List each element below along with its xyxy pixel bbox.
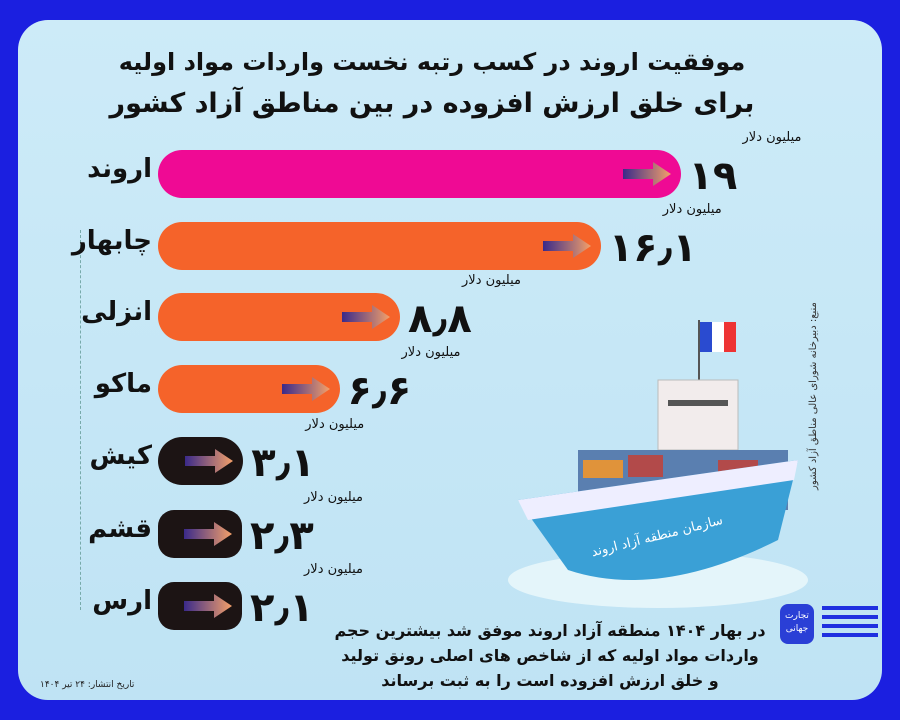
summary-line: واردات مواد اولیه که از شاخص های اصلی رو… bbox=[341, 646, 759, 665]
bar bbox=[158, 150, 681, 198]
title-line-1: موفقیت اروند در کسب رتبه نخست واردات موا… bbox=[118, 48, 746, 76]
unit-label: میلیون دلار bbox=[304, 490, 363, 505]
arrow-right-icon bbox=[184, 594, 232, 618]
region-name: ارس bbox=[92, 586, 152, 616]
region-name: کیش bbox=[89, 441, 153, 471]
bar-row: قشم ۲٫۳ میلیون دلار bbox=[18, 490, 882, 560]
unit-label: میلیون دلار bbox=[462, 273, 521, 288]
summary-text: در بهار ۱۴۰۴ منطقه آزاد اروند موفق شد بی… bbox=[330, 618, 770, 693]
bar-row: کیش ۳٫۱ میلیون دلار bbox=[18, 417, 882, 487]
region-name: انزلی bbox=[81, 297, 152, 327]
cargo-ship-illustration: سازمان منطقه آزاد اروند bbox=[508, 320, 808, 608]
region-name: قشم bbox=[88, 514, 152, 544]
region-name: چابهار bbox=[71, 226, 152, 256]
bar bbox=[158, 222, 601, 270]
unit-label: میلیون دلار bbox=[305, 417, 365, 432]
decorative-stripes bbox=[822, 606, 878, 646]
unit-label: میلیون دلار bbox=[401, 345, 461, 360]
arrow-right-icon bbox=[185, 449, 234, 473]
unit-label: میلیون دلار bbox=[304, 562, 363, 577]
unit-label: میلیون دلار bbox=[742, 130, 802, 145]
bar bbox=[158, 582, 242, 630]
bar bbox=[158, 510, 242, 558]
bar-row: ارس ۲٫۱ میلیون دلار bbox=[18, 562, 882, 632]
source-note: منبع: دبیرخانه شورای عالی مناطق آزاد کشو… bbox=[808, 302, 819, 490]
value-label: ۳٫۱ bbox=[251, 440, 317, 486]
region-name: ماکو bbox=[94, 369, 152, 399]
arrow-right-icon bbox=[622, 162, 671, 186]
value-label: ۱۹ bbox=[688, 153, 740, 199]
bar-row: اروند ۱۹ میلیون دلار bbox=[18, 130, 882, 200]
value-label: ۸٫۸ bbox=[408, 296, 474, 342]
unit-label: میلیون دلار bbox=[662, 202, 722, 217]
arrow-right-icon bbox=[281, 377, 330, 401]
region-name: اروند bbox=[87, 154, 152, 184]
arrow-right-icon bbox=[542, 234, 591, 258]
bar bbox=[158, 437, 244, 485]
bar bbox=[158, 365, 340, 413]
summary-line: در بهار ۱۴۰۴ منطقه آزاد اروند موفق شد بی… bbox=[334, 621, 766, 640]
divider bbox=[80, 230, 81, 610]
value-label: ۲٫۱ bbox=[250, 585, 316, 631]
infographic-card: موفقیت اروند در کسب رتبه نخست واردات موا… bbox=[18, 20, 882, 700]
arrow-right-icon bbox=[184, 522, 232, 546]
bar-row: انزلی ۸٫۸ میلیون دلار bbox=[18, 273, 882, 343]
summary-line: و خلق ارزش افزوده است را به ثبت برساند bbox=[381, 671, 719, 690]
brand-logo: تجارت جهانی bbox=[780, 604, 814, 644]
bar-row: ماکو ۶٫۶ میلیون دلار bbox=[18, 345, 882, 415]
bar-row: چابهار ۱۶٫۱ میلیون دلار bbox=[18, 202, 882, 272]
arrow-right-icon bbox=[342, 305, 390, 329]
publish-date: تاریخ انتشار: ۲۴ تیر ۱۴۰۴ bbox=[40, 680, 135, 690]
bar bbox=[158, 293, 400, 341]
value-label: ۱۶٫۱ bbox=[608, 225, 699, 271]
title-line-2: برای خلق ارزش افزوده در بین مناطق آزاد ک… bbox=[109, 88, 755, 119]
value-label: ۶٫۶ bbox=[347, 368, 414, 414]
value-label: ۲٫۳ bbox=[250, 513, 316, 559]
